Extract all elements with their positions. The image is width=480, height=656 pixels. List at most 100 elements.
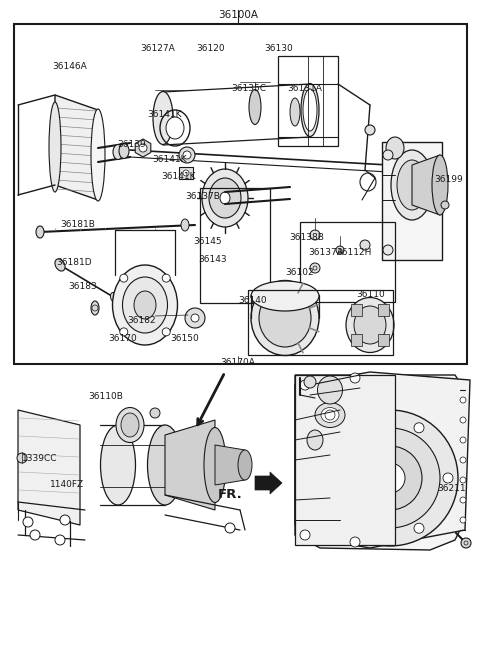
Ellipse shape bbox=[251, 281, 319, 311]
Text: 36130: 36130 bbox=[264, 44, 293, 53]
Circle shape bbox=[460, 437, 466, 443]
Text: 36170: 36170 bbox=[108, 334, 137, 343]
Text: 36146A: 36146A bbox=[52, 62, 87, 71]
Text: 36181D: 36181D bbox=[56, 258, 92, 267]
Ellipse shape bbox=[315, 403, 345, 428]
Ellipse shape bbox=[55, 259, 65, 271]
Text: 36127A: 36127A bbox=[140, 44, 175, 53]
Circle shape bbox=[322, 410, 458, 546]
Ellipse shape bbox=[153, 91, 173, 144]
Ellipse shape bbox=[181, 219, 189, 231]
Ellipse shape bbox=[116, 407, 144, 443]
Ellipse shape bbox=[432, 155, 448, 215]
Circle shape bbox=[179, 147, 195, 163]
Circle shape bbox=[162, 274, 170, 282]
Text: 36183: 36183 bbox=[68, 282, 97, 291]
Text: 36112H: 36112H bbox=[336, 248, 372, 257]
Text: 36199: 36199 bbox=[434, 175, 463, 184]
Circle shape bbox=[356, 422, 366, 433]
Ellipse shape bbox=[307, 430, 323, 450]
Ellipse shape bbox=[391, 150, 433, 220]
Circle shape bbox=[350, 537, 360, 547]
Bar bbox=[14, 24, 467, 364]
Circle shape bbox=[460, 477, 466, 483]
Ellipse shape bbox=[251, 281, 319, 356]
Circle shape bbox=[443, 473, 453, 483]
Ellipse shape bbox=[202, 169, 248, 227]
Text: 36143: 36143 bbox=[198, 255, 227, 264]
Circle shape bbox=[183, 170, 189, 176]
Text: 36181B: 36181B bbox=[60, 220, 95, 229]
Text: 36182: 36182 bbox=[127, 316, 156, 325]
Circle shape bbox=[441, 201, 449, 209]
Ellipse shape bbox=[354, 306, 386, 344]
Circle shape bbox=[383, 245, 393, 255]
Circle shape bbox=[327, 473, 337, 483]
Text: 36135C: 36135C bbox=[231, 84, 266, 93]
Text: 36140: 36140 bbox=[238, 296, 266, 305]
Text: 36211: 36211 bbox=[437, 484, 466, 493]
Text: 36110: 36110 bbox=[356, 290, 385, 299]
Ellipse shape bbox=[122, 277, 168, 333]
Polygon shape bbox=[18, 410, 80, 525]
Ellipse shape bbox=[303, 89, 317, 131]
Circle shape bbox=[460, 517, 466, 523]
Polygon shape bbox=[135, 139, 151, 157]
Text: 36137B: 36137B bbox=[185, 192, 220, 201]
Ellipse shape bbox=[249, 89, 261, 125]
Circle shape bbox=[17, 453, 27, 463]
Text: 36141K: 36141K bbox=[152, 155, 187, 164]
Ellipse shape bbox=[113, 144, 123, 159]
Text: 1140FZ: 1140FZ bbox=[50, 480, 84, 489]
Ellipse shape bbox=[49, 102, 61, 192]
Bar bbox=[378, 335, 389, 346]
Circle shape bbox=[365, 125, 375, 135]
Bar bbox=[179, 167, 193, 179]
Circle shape bbox=[461, 538, 471, 548]
Ellipse shape bbox=[112, 265, 178, 345]
Ellipse shape bbox=[290, 98, 300, 126]
Polygon shape bbox=[215, 445, 245, 485]
Circle shape bbox=[150, 408, 160, 418]
Text: 36120: 36120 bbox=[196, 44, 225, 53]
Circle shape bbox=[300, 380, 310, 390]
Circle shape bbox=[120, 328, 128, 336]
Ellipse shape bbox=[36, 226, 44, 238]
Text: 36145: 36145 bbox=[193, 237, 222, 246]
Text: 36139: 36139 bbox=[117, 140, 146, 149]
Circle shape bbox=[460, 497, 466, 503]
Circle shape bbox=[310, 263, 320, 273]
Ellipse shape bbox=[91, 109, 105, 201]
Text: 36100A: 36100A bbox=[218, 10, 258, 20]
Text: 36150: 36150 bbox=[170, 334, 199, 343]
Circle shape bbox=[120, 274, 128, 282]
Circle shape bbox=[55, 535, 65, 545]
Ellipse shape bbox=[209, 178, 241, 218]
Ellipse shape bbox=[119, 144, 129, 159]
Polygon shape bbox=[165, 420, 215, 510]
Ellipse shape bbox=[154, 107, 172, 129]
Ellipse shape bbox=[110, 293, 120, 304]
Circle shape bbox=[460, 397, 466, 403]
Circle shape bbox=[358, 446, 422, 510]
Text: 36141K: 36141K bbox=[161, 172, 195, 181]
Polygon shape bbox=[412, 155, 440, 215]
Circle shape bbox=[310, 230, 320, 240]
Ellipse shape bbox=[346, 298, 394, 352]
Text: 36170A: 36170A bbox=[221, 358, 255, 367]
Circle shape bbox=[23, 517, 33, 527]
Polygon shape bbox=[55, 95, 98, 200]
Ellipse shape bbox=[397, 160, 427, 210]
Text: 36138B: 36138B bbox=[289, 233, 324, 242]
Text: 36141K: 36141K bbox=[147, 110, 181, 119]
Bar bbox=[295, 375, 395, 545]
Circle shape bbox=[185, 308, 205, 328]
Circle shape bbox=[460, 417, 466, 423]
Bar bbox=[278, 56, 338, 146]
Circle shape bbox=[414, 422, 424, 433]
Ellipse shape bbox=[317, 376, 343, 404]
Bar bbox=[200, 188, 270, 303]
Bar bbox=[378, 304, 389, 316]
Polygon shape bbox=[255, 472, 282, 494]
Circle shape bbox=[383, 150, 393, 160]
